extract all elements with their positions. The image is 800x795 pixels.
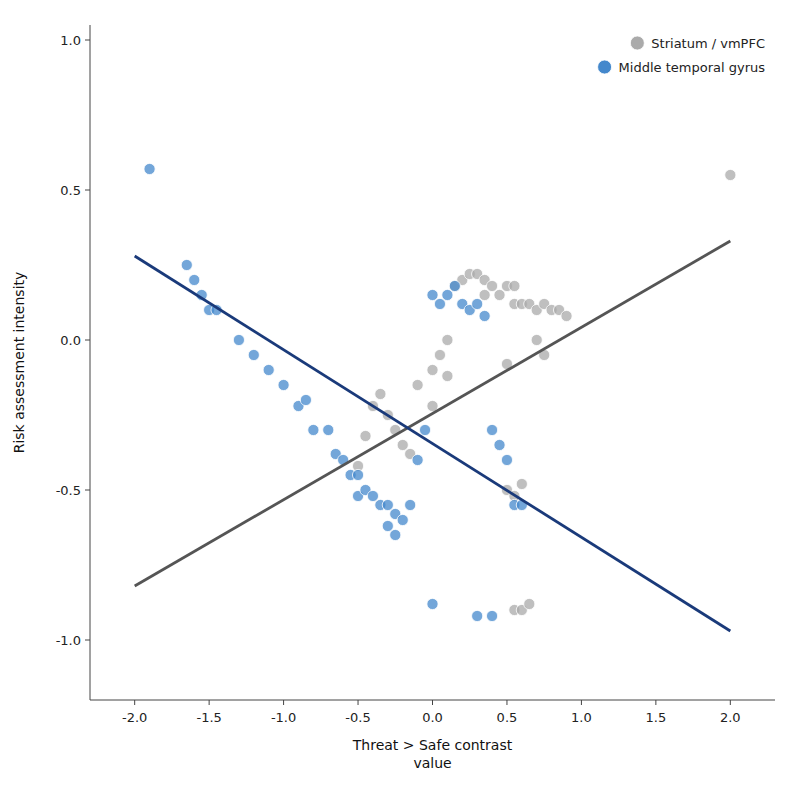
series-2 — [135, 241, 731, 586]
series-3 — [135, 256, 731, 631]
scatter-point — [472, 298, 483, 309]
plot-area — [135, 163, 736, 631]
legend: Striatum / vmPFC Middle temporal gyrus — [598, 36, 766, 75]
y-tick — [85, 190, 90, 191]
scatter-point — [278, 379, 289, 390]
y-tick-label: 0.0 — [60, 333, 81, 348]
scatter-point — [486, 280, 497, 291]
scatter-point — [516, 478, 527, 489]
y-tick — [85, 40, 90, 41]
scatter-point — [300, 394, 311, 405]
scatter-point — [434, 298, 445, 309]
y-tick-label: 0.5 — [60, 183, 81, 198]
scatter-point — [382, 520, 393, 531]
scatter-point — [561, 310, 572, 321]
x-axis-label: Threat > Safe contrast value — [352, 737, 513, 771]
scatter-point — [725, 169, 736, 180]
x-axis-label-line: value — [413, 755, 451, 771]
scatter-point — [367, 490, 378, 501]
scatter-point — [412, 379, 423, 390]
scatter-point — [352, 469, 363, 480]
y-tick-label: 1.0 — [60, 33, 81, 48]
scatter-point — [531, 334, 542, 345]
x-tick-label: 0.0 — [422, 710, 443, 725]
scatter-point — [397, 439, 408, 450]
scatter-point — [494, 289, 505, 300]
y-tick-label: -1.0 — [56, 633, 81, 648]
scatter-point — [442, 289, 453, 300]
scatter-point — [189, 274, 200, 285]
x-tick-label: 2.0 — [720, 710, 741, 725]
y-tick-label: -0.5 — [56, 483, 81, 498]
x-tick-label: -1.0 — [271, 710, 296, 725]
x-tick — [730, 700, 731, 705]
x-tick — [283, 700, 284, 705]
chart: -2.0 -1.5 -1.0 -0.5 0.0 0.5 1.0 1.5 2.0 -1.0 -0.5 0… — [0, 0, 800, 795]
scatter-point — [263, 364, 274, 375]
scatter-point — [479, 289, 490, 300]
y-tick — [85, 340, 90, 341]
x-tick-label: 1.0 — [571, 710, 592, 725]
scatter-point — [397, 514, 408, 525]
scatter-point — [494, 439, 505, 450]
scatter-point — [144, 163, 155, 174]
scatter-point — [248, 349, 259, 360]
y-tick — [85, 640, 90, 641]
scatter-point — [360, 430, 371, 441]
scatter-point — [375, 388, 386, 399]
scatter-point — [472, 610, 483, 621]
regression-line — [135, 241, 731, 586]
x-tick-label: 0.5 — [497, 710, 518, 725]
scatter-point — [412, 454, 423, 465]
scatter-point — [419, 424, 430, 435]
scatter-point — [427, 289, 438, 300]
scatter-point — [486, 424, 497, 435]
x-tick — [655, 700, 656, 705]
scatter-point — [479, 310, 490, 321]
scatter-point — [434, 349, 445, 360]
x-tick — [358, 700, 359, 705]
x-tick — [432, 700, 433, 705]
scatter-point — [486, 610, 497, 621]
scatter-point — [405, 499, 416, 510]
scatter-point — [390, 529, 401, 540]
x-tick-label: -1.5 — [196, 710, 221, 725]
x-tick — [581, 700, 582, 705]
x-tick — [134, 700, 135, 705]
scatter-point — [427, 598, 438, 609]
scatter-point — [308, 424, 319, 435]
scatter-point — [382, 499, 393, 510]
scatter-point — [524, 598, 535, 609]
legend-label: Middle temporal gyrus — [619, 60, 766, 75]
y-axis-label: Risk assessment intensity — [11, 272, 27, 454]
scatter-point — [449, 280, 460, 291]
x-axis-label-line: Threat > Safe contrast — [352, 737, 513, 753]
x-tick-label: 1.5 — [646, 710, 667, 725]
axes: -2.0 -1.5 -1.0 -0.5 0.0 0.5 1.0 1.5 2.0 -1.0 -0.5 0… — [11, 25, 775, 771]
scatter-point — [323, 424, 334, 435]
scatter-point — [501, 454, 512, 465]
scatter-point — [442, 370, 453, 381]
legend-label: Striatum / vmPFC — [651, 36, 765, 51]
legend-marker — [598, 60, 612, 74]
scatter-point — [442, 334, 453, 345]
regression-line — [135, 256, 731, 631]
scatter-point — [181, 259, 192, 270]
scatter-point — [233, 334, 244, 345]
x-tick-label: -2.0 — [122, 710, 147, 725]
scatter-point — [427, 364, 438, 375]
scatter-point — [449, 280, 460, 291]
scatter-point — [509, 280, 520, 291]
series-0 — [352, 169, 735, 615]
y-tick — [85, 490, 90, 491]
x-tick — [506, 700, 507, 705]
y-axis-line — [90, 25, 91, 700]
x-tick-label: -0.5 — [345, 710, 370, 725]
x-tick — [209, 700, 210, 705]
legend-marker — [630, 36, 644, 50]
